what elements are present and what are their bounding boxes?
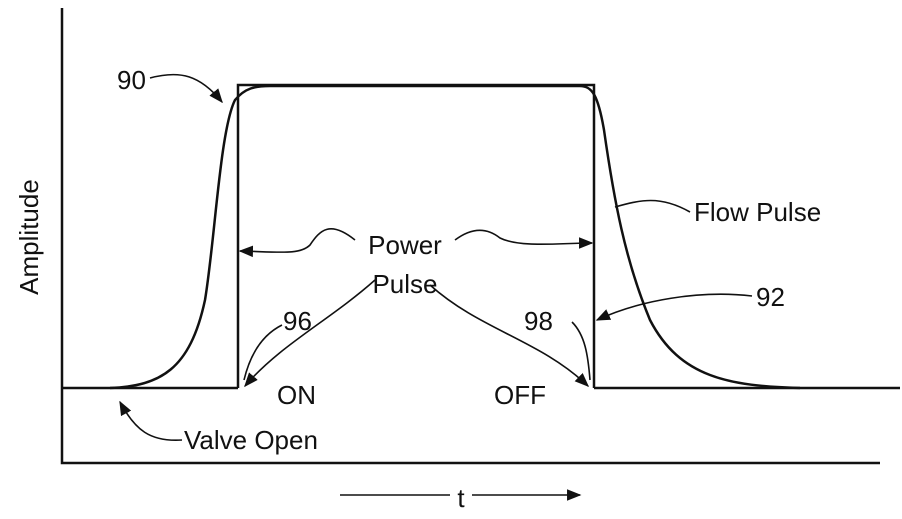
ref-98: 98 bbox=[524, 306, 553, 336]
leader-power-left bbox=[238, 228, 356, 258]
leader-pulse-left bbox=[244, 279, 376, 388]
axis-lines bbox=[60, 8, 880, 465]
power-label: Power bbox=[368, 230, 442, 260]
off-label: OFF bbox=[494, 380, 546, 410]
leader-valve bbox=[119, 400, 183, 441]
leader-90 bbox=[149, 73, 223, 104]
on-label: ON bbox=[277, 380, 316, 410]
flow-pulse bbox=[109, 84, 801, 390]
leader-98 bbox=[571, 321, 591, 381]
leader-92 bbox=[595, 293, 753, 321]
axes bbox=[60, 8, 900, 465]
leader-96 bbox=[243, 324, 283, 381]
y-axis-label: Amplitude bbox=[14, 179, 44, 295]
x-axis-label: t bbox=[457, 483, 465, 513]
leader-power-right bbox=[454, 229, 594, 249]
ref-92: 92 bbox=[756, 282, 785, 312]
ref-90: 90 bbox=[117, 65, 146, 95]
pulse-label: Pulse bbox=[372, 269, 437, 299]
leader-pulse-right bbox=[429, 284, 590, 387]
leader-flow bbox=[614, 199, 691, 213]
valve-open-label: Valve Open bbox=[184, 425, 318, 455]
flow-pulse-label: Flow Pulse bbox=[694, 197, 821, 227]
ref-96: 96 bbox=[283, 306, 312, 336]
